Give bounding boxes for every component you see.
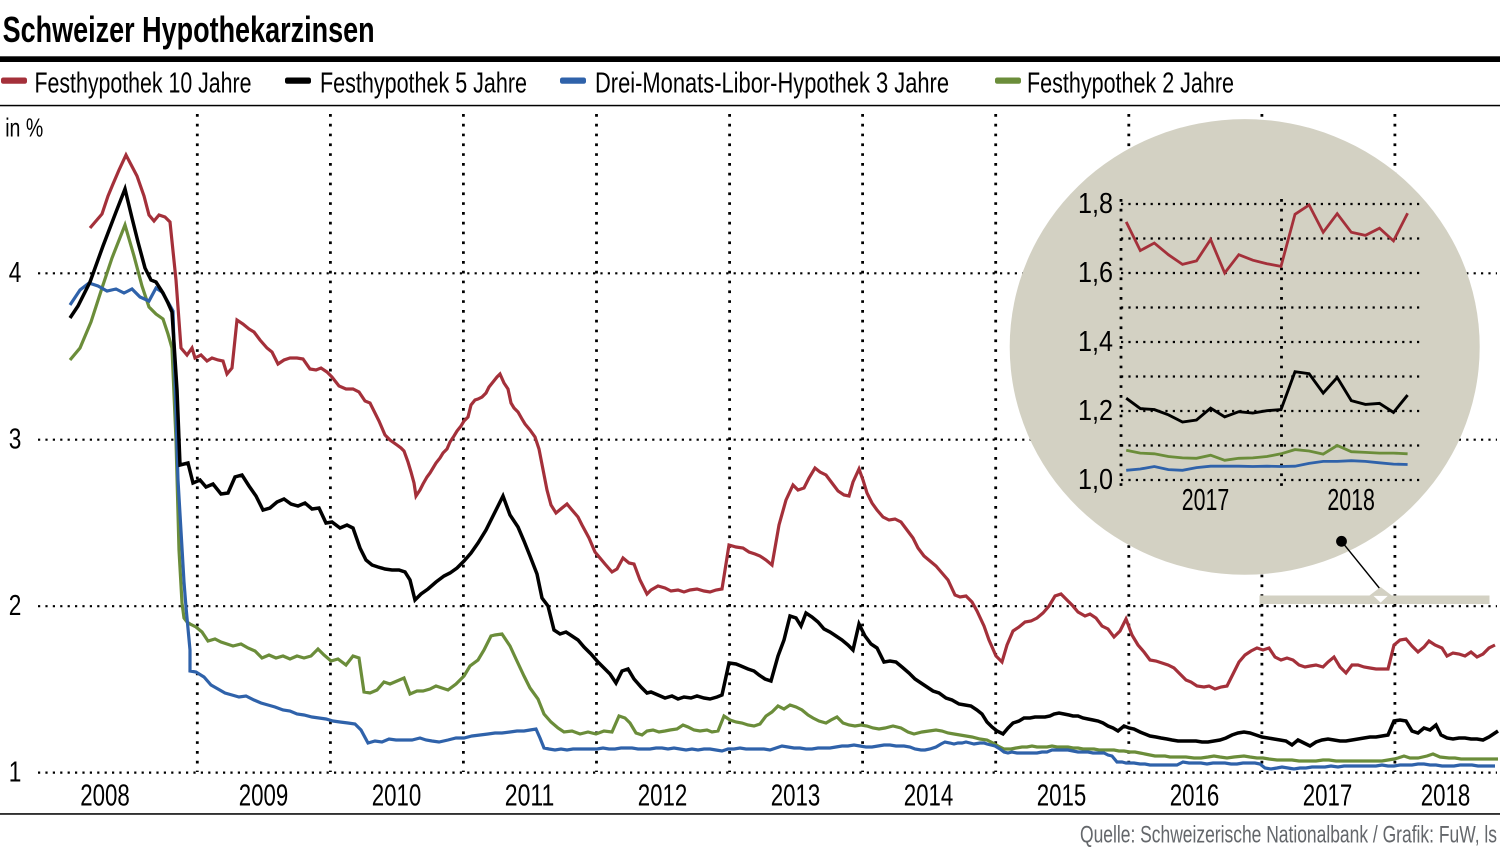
svg-text:Festhypothek 10 Jahre: Festhypothek 10 Jahre	[35, 68, 252, 100]
svg-text:2011: 2011	[505, 778, 555, 813]
svg-text:Festhypothek 2 Jahre: Festhypothek 2 Jahre	[1027, 68, 1234, 100]
svg-text:2012: 2012	[638, 778, 688, 813]
svg-text:4: 4	[9, 257, 22, 289]
svg-text:1,6: 1,6	[1078, 257, 1113, 289]
svg-text:2017: 2017	[1303, 778, 1353, 813]
svg-text:2008: 2008	[80, 778, 130, 813]
svg-text:Drei-Monats-Libor-Hypothek 3 J: Drei-Monats-Libor-Hypothek 3 Jahre	[595, 68, 949, 100]
svg-text:1,2: 1,2	[1078, 395, 1113, 427]
svg-text:1,0: 1,0	[1078, 464, 1113, 496]
svg-text:1: 1	[9, 756, 22, 788]
svg-text:2014: 2014	[904, 778, 954, 813]
svg-text:1,8: 1,8	[1078, 188, 1113, 220]
svg-text:2009: 2009	[239, 778, 288, 813]
svg-text:2018: 2018	[1421, 778, 1471, 813]
svg-text:Festhypothek 5 Jahre: Festhypothek 5 Jahre	[320, 68, 527, 100]
svg-text:1,4: 1,4	[1078, 326, 1113, 358]
svg-text:Schweizer Hypothekarzinsen: Schweizer Hypothekarzinsen	[3, 9, 375, 50]
svg-text:2018: 2018	[1327, 482, 1375, 517]
svg-text:2016: 2016	[1170, 778, 1220, 813]
svg-text:in %: in %	[5, 112, 43, 142]
svg-text:2017: 2017	[1182, 482, 1230, 517]
svg-text:3: 3	[9, 424, 22, 456]
svg-text:2015: 2015	[1037, 778, 1087, 813]
svg-text:2010: 2010	[372, 778, 422, 813]
svg-text:Quelle: Schweizerische Nationa: Quelle: Schweizerische Nationalbank / Gr…	[1080, 821, 1497, 848]
svg-text:2: 2	[9, 590, 22, 622]
svg-text:2013: 2013	[771, 778, 821, 813]
